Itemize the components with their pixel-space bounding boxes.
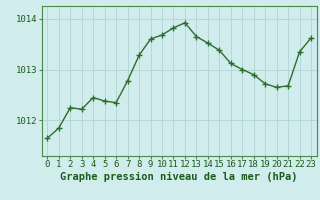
X-axis label: Graphe pression niveau de la mer (hPa): Graphe pression niveau de la mer (hPa): [60, 172, 298, 182]
